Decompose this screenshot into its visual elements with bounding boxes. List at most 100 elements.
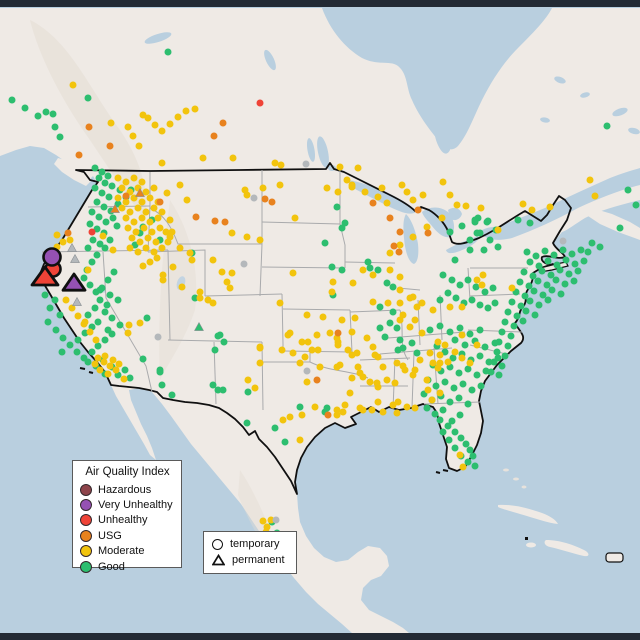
- station-dot-moderate[interactable]: [278, 346, 286, 354]
- station-dot-moderate[interactable]: [136, 238, 144, 246]
- station-dot-good[interactable]: [408, 339, 416, 347]
- station-dot-good[interactable]: [328, 263, 336, 271]
- station-dot-moderate[interactable]: [546, 203, 554, 211]
- station-dot-moderate[interactable]: [406, 294, 414, 302]
- station-dot-good[interactable]: [444, 422, 452, 430]
- station-dot-moderate[interactable]: [100, 358, 108, 366]
- station-dot-good[interactable]: [374, 266, 382, 274]
- station-dot-good[interactable]: [98, 189, 106, 197]
- station-dot-usg[interactable]: [210, 132, 218, 140]
- station-dot-moderate[interactable]: [374, 193, 382, 201]
- station-dot-good[interactable]: [525, 282, 533, 290]
- station-dot-moderate[interactable]: [86, 328, 94, 336]
- station-dot-good[interactable]: [101, 244, 109, 252]
- station-dot-good[interactable]: [455, 394, 463, 402]
- station-dot-good[interactable]: [109, 214, 117, 222]
- station-dot-moderate[interactable]: [453, 201, 461, 209]
- station-dot-moderate[interactable]: [150, 248, 158, 256]
- station-dot-good[interactable]: [74, 336, 82, 344]
- station-dot-moderate[interactable]: [228, 269, 236, 277]
- station-dot-other[interactable]: [303, 367, 311, 375]
- station-dot-good[interactable]: [451, 444, 459, 452]
- station-dot-good[interactable]: [431, 410, 439, 418]
- station-dot-good[interactable]: [445, 436, 453, 444]
- station-dot-good[interactable]: [529, 272, 537, 280]
- station-dot-moderate[interactable]: [144, 114, 152, 122]
- station-dot-moderate[interactable]: [126, 244, 134, 252]
- station-dot-good[interactable]: [464, 365, 472, 373]
- station-dot-moderate[interactable]: [136, 319, 144, 327]
- station-dot-moderate[interactable]: [303, 378, 311, 386]
- station-dot-moderate[interactable]: [344, 346, 352, 354]
- station-dot-good[interactable]: [491, 339, 499, 347]
- station-dot-good[interactable]: [143, 314, 151, 322]
- station-dot-good[interactable]: [477, 382, 485, 390]
- station-dot-good[interactable]: [436, 416, 444, 424]
- station-dot-good[interactable]: [476, 301, 484, 309]
- station-dot-good[interactable]: [108, 314, 116, 322]
- station-dot-good[interactable]: [571, 260, 579, 268]
- station-dot-moderate[interactable]: [334, 188, 342, 196]
- station-dot-moderate[interactable]: [154, 214, 162, 222]
- station-dot-moderate[interactable]: [159, 271, 167, 279]
- station-dot-moderate[interactable]: [303, 311, 311, 319]
- station-dot-moderate[interactable]: [91, 360, 99, 368]
- station-dot-moderate[interactable]: [446, 303, 454, 311]
- station-dot-moderate[interactable]: [441, 341, 449, 349]
- station-dot-moderate[interactable]: [122, 198, 130, 206]
- station-dot-moderate[interactable]: [223, 278, 231, 286]
- station-dot-good[interactable]: [52, 326, 60, 334]
- station-dot-moderate[interactable]: [519, 200, 527, 208]
- station-dot-moderate[interactable]: [94, 354, 102, 362]
- station-dot-good[interactable]: [520, 268, 528, 276]
- station-dot-good[interactable]: [464, 276, 472, 284]
- station-dot-moderate[interactable]: [156, 224, 164, 232]
- station-dot-moderate[interactable]: [334, 341, 342, 349]
- station-dot-moderate[interactable]: [319, 313, 327, 321]
- station-dot-moderate[interactable]: [286, 413, 294, 421]
- station-dot-moderate[interactable]: [458, 303, 466, 311]
- station-dot-moderate[interactable]: [53, 231, 61, 239]
- station-dot-good[interactable]: [243, 419, 251, 427]
- station-dot-moderate[interactable]: [462, 202, 470, 210]
- station-dot-moderate[interactable]: [169, 263, 177, 271]
- station-dot-moderate[interactable]: [271, 159, 279, 167]
- station-dot-good[interactable]: [596, 243, 604, 251]
- station-dot-good[interactable]: [89, 236, 97, 244]
- station-dot-moderate[interactable]: [326, 329, 334, 337]
- station-dot-good[interactable]: [464, 400, 472, 408]
- station-dot-good[interactable]: [96, 296, 104, 304]
- station-dot-moderate[interactable]: [158, 127, 166, 135]
- station-dot-good[interactable]: [530, 287, 538, 295]
- station-dot-good[interactable]: [552, 276, 560, 284]
- station-dot-moderate[interactable]: [279, 416, 287, 424]
- station-dot-unhealthy[interactable]: [256, 99, 264, 107]
- station-dot-moderate[interactable]: [348, 328, 356, 336]
- station-dot-good[interactable]: [366, 264, 374, 272]
- station-dot-moderate[interactable]: [209, 299, 217, 307]
- station-dot-good[interactable]: [519, 317, 527, 325]
- station-dot-good[interactable]: [543, 281, 551, 289]
- station-dot-moderate[interactable]: [396, 286, 404, 294]
- station-dot-good[interactable]: [381, 333, 389, 341]
- station-dot-good[interactable]: [472, 283, 480, 291]
- station-dot-good[interactable]: [550, 251, 558, 259]
- station-dot-moderate[interactable]: [373, 379, 381, 387]
- station-dot-good[interactable]: [56, 133, 64, 141]
- station-dot-moderate[interactable]: [140, 224, 148, 232]
- station-dot-good[interactable]: [565, 270, 573, 278]
- station-dot-moderate[interactable]: [444, 358, 452, 366]
- station-dot-moderate[interactable]: [124, 123, 132, 131]
- station-dot-good[interactable]: [462, 440, 470, 448]
- station-dot-good[interactable]: [455, 369, 463, 377]
- station-dot-moderate[interactable]: [423, 376, 431, 384]
- station-dot-usg[interactable]: [64, 229, 72, 237]
- station-dot-unhealthy[interactable]: [88, 228, 96, 236]
- station-triangle-other[interactable]: [67, 243, 77, 252]
- station-dot-moderate[interactable]: [586, 176, 594, 184]
- station-dot-good[interactable]: [219, 386, 227, 394]
- station-dot-usg[interactable]: [369, 199, 377, 207]
- station-dot-moderate[interactable]: [386, 249, 394, 257]
- station-dot-moderate[interactable]: [191, 105, 199, 113]
- station-dot-moderate[interactable]: [478, 281, 486, 289]
